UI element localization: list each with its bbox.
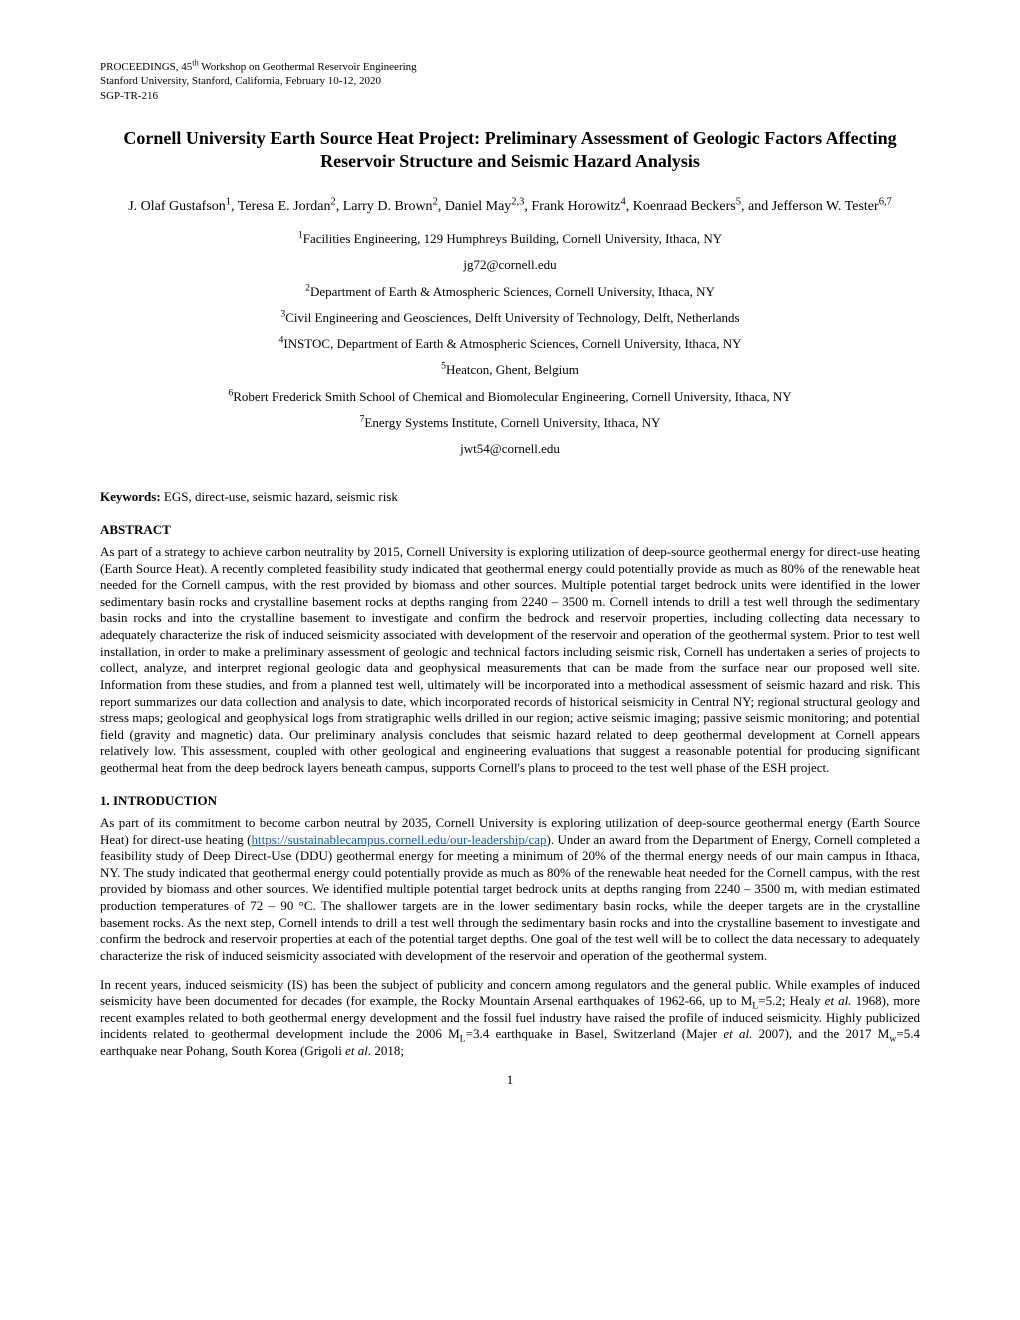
proceedings-line-3: SGP-TR-216	[100, 89, 920, 103]
affiliation-text: Heatcon, Ghent, Belgium	[446, 362, 579, 377]
abstract-heading: ABSTRACT	[100, 522, 920, 538]
email-text: jg72@cornell.edu	[463, 257, 556, 272]
affiliation-text: Facilities Engineering, 129 Humphreys Bu…	[303, 231, 722, 246]
author-email: jwt54@cornell.edu	[100, 441, 920, 457]
authors-list: J. Olaf Gustafson1, Teresa E. Jordan2, L…	[100, 198, 920, 216]
affiliation-line: 1Facilities Engineering, 129 Humphreys B…	[100, 231, 920, 247]
affiliation-line: 2Department of Earth & Atmospheric Scien…	[100, 284, 920, 300]
keywords-label: Keywords:	[100, 489, 161, 504]
keywords-line: Keywords: EGS, direct-use, seismic hazar…	[100, 489, 920, 505]
author-email: jg72@cornell.edu	[100, 257, 920, 273]
affiliation-line: 5Heatcon, Ghent, Belgium	[100, 362, 920, 378]
email-text: jwt54@cornell.edu	[460, 441, 560, 456]
proceedings-header: PROCEEDINGS, 45th Workshop on Geothermal…	[100, 60, 920, 103]
affiliation-text: Energy Systems Institute, Cornell Univer…	[364, 415, 660, 430]
paper-title: Cornell University Earth Source Heat Pro…	[100, 127, 920, 174]
affiliation-text: Robert Frederick Smith School of Chemica…	[233, 389, 791, 404]
sustainable-campus-link[interactable]: https://sustainablecampus.cornell.edu/ou…	[251, 832, 546, 847]
affiliation-line: 6Robert Frederick Smith School of Chemic…	[100, 389, 920, 405]
introduction-para-2: In recent years, induced seismicity (IS)…	[100, 977, 920, 1060]
affiliation-line: 7Energy Systems Institute, Cornell Unive…	[100, 415, 920, 431]
proceedings-suffix: Workshop on Geothermal Reservoir Enginee…	[199, 61, 417, 73]
proceedings-prefix: PROCEEDINGS, 45	[100, 61, 192, 73]
introduction-heading: 1. INTRODUCTION	[100, 793, 920, 809]
affiliation-line: 4INSTOC, Department of Earth & Atmospher…	[100, 336, 920, 352]
keywords-text: EGS, direct-use, seismic hazard, seismic…	[161, 489, 398, 504]
affiliations-block: 1Facilities Engineering, 129 Humphreys B…	[100, 231, 920, 457]
proceedings-line-1: PROCEEDINGS, 45th Workshop on Geothermal…	[100, 60, 920, 74]
introduction-para-1: As part of its commitment to become carb…	[100, 815, 920, 965]
proceedings-line-2: Stanford University, Stanford, Californi…	[100, 74, 920, 88]
intro-p1-suffix: ). Under an award from the Department of…	[100, 832, 920, 963]
affiliation-text: Civil Engineering and Geosciences, Delft…	[285, 310, 739, 325]
abstract-body: As part of a strategy to achieve carbon …	[100, 544, 920, 777]
affiliation-text: Department of Earth & Atmospheric Scienc…	[310, 284, 715, 299]
page-number: 1	[100, 1072, 920, 1088]
affiliation-text: INSTOC, Department of Earth & Atmospheri…	[283, 336, 741, 351]
affiliation-line: 3Civil Engineering and Geosciences, Delf…	[100, 310, 920, 326]
